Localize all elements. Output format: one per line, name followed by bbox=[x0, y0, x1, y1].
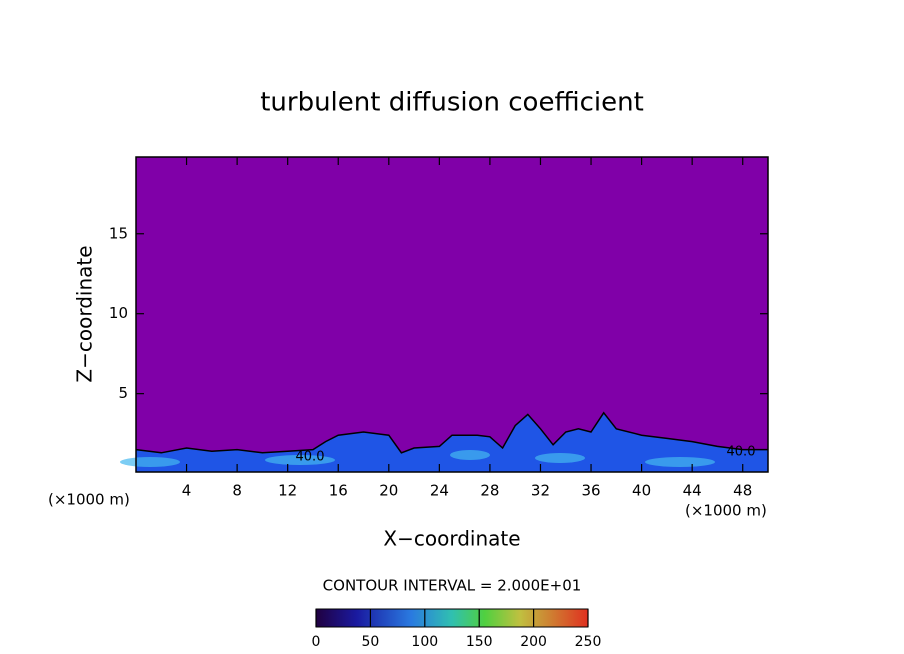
x-tick-label: 8 bbox=[232, 482, 242, 500]
x-tick-label: 32 bbox=[531, 482, 550, 500]
inner-patch bbox=[120, 457, 180, 467]
x-tick-label: 24 bbox=[430, 482, 449, 500]
plot-frame bbox=[135, 156, 769, 473]
x-axis-label: X−coordinate bbox=[383, 527, 520, 551]
chart-title: turbulent diffusion coefficient bbox=[260, 88, 644, 118]
y-axis-label: Z−coordinate bbox=[73, 245, 97, 382]
colorbar-tick-label: 150 bbox=[466, 634, 493, 650]
colorbar-tick-label: 100 bbox=[411, 634, 438, 650]
x-tick-label: 36 bbox=[581, 482, 600, 500]
y-tick-label: 5 bbox=[118, 384, 128, 402]
x-tick-label: 20 bbox=[379, 482, 398, 500]
y-tick-label: 10 bbox=[109, 304, 128, 322]
inner-patch bbox=[265, 455, 335, 465]
y-tick-label: 15 bbox=[109, 224, 128, 242]
inner-patch bbox=[535, 453, 585, 463]
contour-label: 40.0 bbox=[727, 445, 756, 460]
plot-background bbox=[136, 157, 768, 472]
contour-label: 40.0 bbox=[296, 450, 325, 465]
layer-contour bbox=[135, 411, 768, 454]
inner-patch bbox=[450, 450, 490, 460]
contour-interval: CONTOUR INTERVAL = 2.000E+01 bbox=[323, 577, 582, 595]
y-unit: (×1000 m) bbox=[48, 491, 130, 509]
x-tick-label: 28 bbox=[480, 482, 499, 500]
colorbar bbox=[315, 608, 589, 628]
x-tick-label: 4 bbox=[182, 482, 192, 500]
x-tick-label: 48 bbox=[733, 482, 752, 500]
x-tick-label: 12 bbox=[278, 482, 297, 500]
colorbar-tick-label: 50 bbox=[361, 634, 379, 650]
inner-patch bbox=[645, 457, 715, 467]
x-tick-label: 16 bbox=[329, 482, 348, 500]
colorbar-tick-label: 250 bbox=[575, 634, 602, 650]
x-unit: (×1000 m) bbox=[685, 502, 767, 520]
x-tick-label: 44 bbox=[683, 482, 702, 500]
colorbar-tick-label: 200 bbox=[520, 634, 547, 650]
colorbar-tick-label: 0 bbox=[312, 634, 321, 650]
x-tick-label: 40 bbox=[632, 482, 651, 500]
